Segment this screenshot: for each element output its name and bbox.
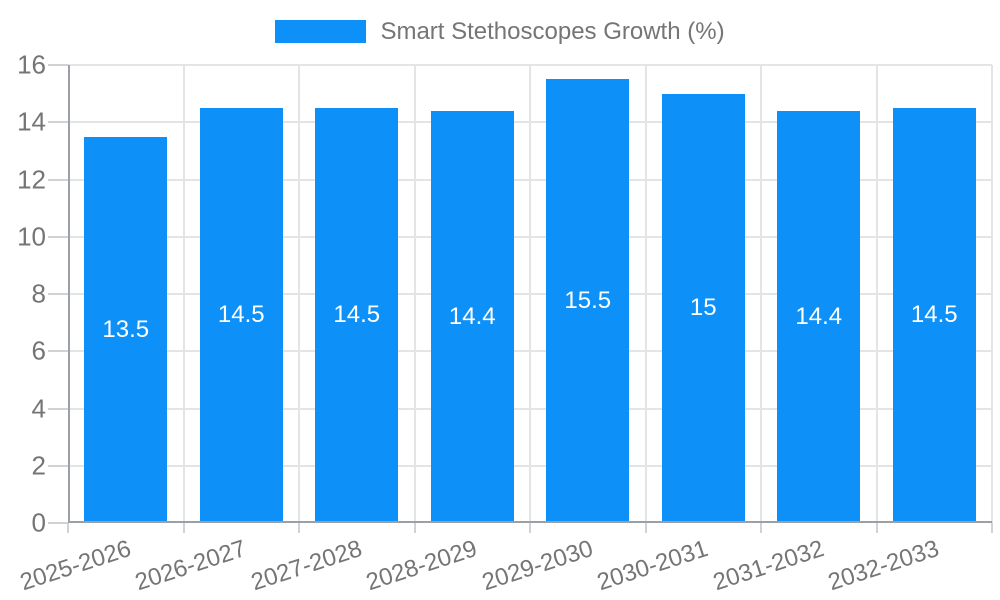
bar (84, 136, 168, 523)
y-tick (48, 293, 68, 295)
bar-value-label: 15 (689, 294, 717, 322)
bar (546, 79, 630, 523)
y-tick-label: 12 (17, 164, 46, 194)
y-tick (48, 464, 68, 467)
bar-value-label: 14.5 (217, 301, 265, 329)
bar (661, 93, 745, 523)
x-axis-line (68, 521, 992, 523)
bar (315, 107, 399, 523)
plot-area: 13.5 14.5 14.5 14.4 15.5 15 14.4 14.5 (68, 64, 993, 523)
x-gridline (182, 65, 185, 523)
y-tick (48, 407, 68, 410)
y-tick-label: 6 (31, 335, 46, 366)
bar-value-label: 14.4 (795, 302, 843, 330)
bar (777, 110, 861, 523)
bar-value-label: 15.5 (564, 287, 612, 315)
y-tick-label: 2 (31, 450, 46, 481)
y-tick-label: 8 (31, 278, 46, 309)
y-tick (48, 178, 68, 181)
chart-legend: Smart Stethoscopes Growth (%) (0, 18, 1000, 45)
y-tick-label: 4 (31, 393, 46, 423)
x-tick (644, 523, 647, 533)
bar (430, 110, 514, 523)
x-tick (529, 523, 531, 533)
x-tick (298, 523, 300, 533)
x-tick (991, 523, 993, 533)
x-gridline (644, 65, 647, 523)
y-tick-label: 10 (17, 221, 46, 252)
y-tick (48, 522, 68, 524)
bar (199, 107, 283, 523)
x-gridline (413, 65, 416, 523)
x-tick (760, 523, 762, 533)
x-gridline (991, 65, 993, 523)
bar-value-label: 14.5 (333, 301, 381, 329)
bar-value-label: 14.4 (448, 302, 496, 330)
y-tick (48, 235, 68, 238)
y-tick-label: 14 (17, 106, 46, 137)
legend-swatch (275, 20, 367, 43)
bar (892, 107, 976, 523)
y-tick (48, 64, 68, 66)
x-gridline (875, 65, 878, 523)
x-tick (182, 523, 185, 533)
x-gridline (760, 65, 762, 523)
x-gridline (298, 65, 300, 523)
y-tick (48, 350, 68, 353)
y-tick (48, 121, 68, 124)
bar-value-label: 13.5 (102, 315, 150, 343)
x-tick (875, 523, 878, 533)
y-tick-label: 16 (17, 49, 46, 80)
y-axis-line (68, 65, 70, 523)
x-gridline (529, 65, 531, 523)
legend-label: Smart Stethoscopes Growth (%) (380, 18, 725, 45)
x-tick (413, 523, 416, 533)
x-tick (67, 523, 69, 533)
y-tick-label: 0 (31, 507, 46, 538)
bar-value-label: 14.5 (910, 301, 958, 329)
